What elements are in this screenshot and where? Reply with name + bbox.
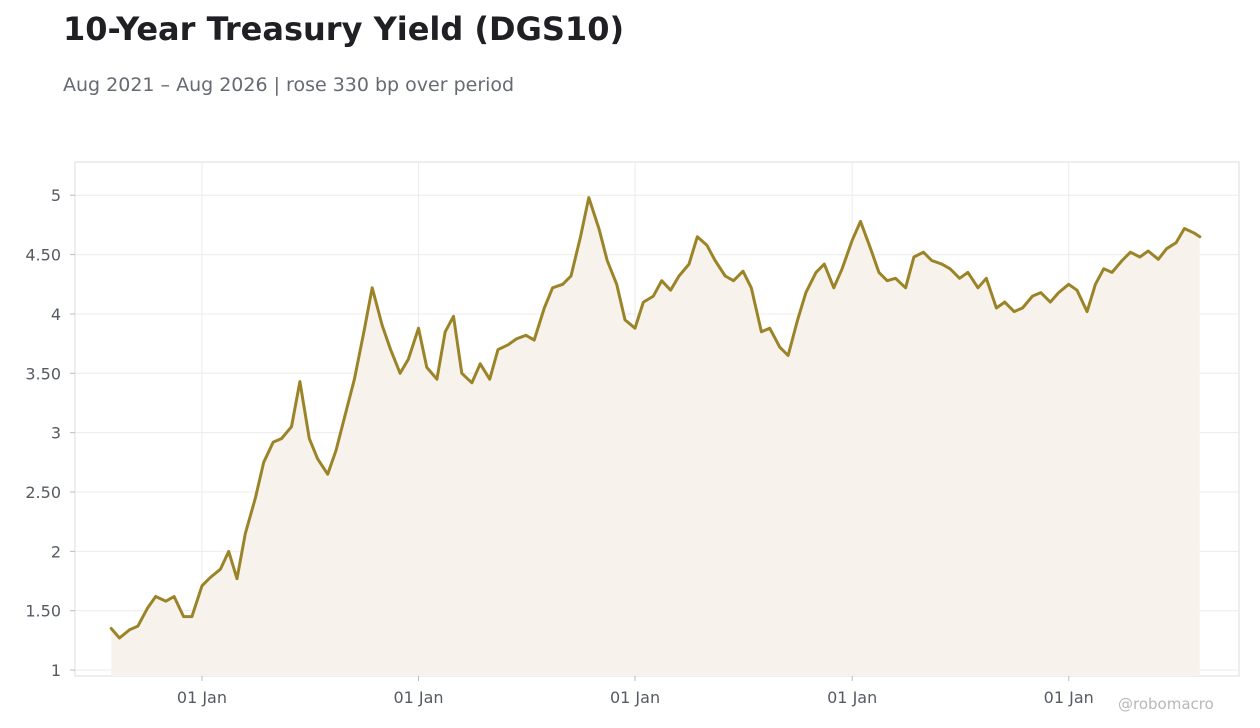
y-tick-label: 1.50 bbox=[25, 602, 61, 621]
x-tick-label: 01 Jan bbox=[1044, 688, 1094, 707]
chart-subtitle: Aug 2021 – Aug 2026 | rose 330 bp over p… bbox=[63, 74, 515, 96]
y-tick-label: 1 bbox=[51, 661, 61, 680]
watermark: @robomacro bbox=[1118, 695, 1214, 713]
x-tick-label: 01 Jan bbox=[827, 688, 877, 707]
y-tick-label: 5 bbox=[51, 186, 61, 205]
y-tick-label: 3.50 bbox=[25, 364, 61, 383]
chart-title: 10-Year Treasury Yield (DGS10) bbox=[63, 10, 625, 48]
x-tick-label: 01 Jan bbox=[610, 688, 660, 707]
y-tick-label: 4 bbox=[51, 305, 61, 324]
x-tick-label: 01 Jan bbox=[393, 688, 443, 707]
series-line bbox=[109, 196, 1202, 640]
y-tick-label: 2 bbox=[51, 542, 61, 561]
y-tick-label: 2.50 bbox=[25, 483, 61, 502]
y-tick-label: 4.50 bbox=[25, 246, 61, 265]
x-axis-ticks: 01 Jan 01 Jan 01 Jan 01 Jan 01 Jan bbox=[177, 676, 1094, 707]
series-area-fill bbox=[111, 197, 1200, 676]
x-tick-label: 01 Jan bbox=[177, 688, 227, 707]
y-tick-label: 3 bbox=[51, 424, 61, 443]
y-axis-ticks: 1 1.50 2 2.50 3 3.50 4 4.50 5 bbox=[25, 186, 75, 680]
